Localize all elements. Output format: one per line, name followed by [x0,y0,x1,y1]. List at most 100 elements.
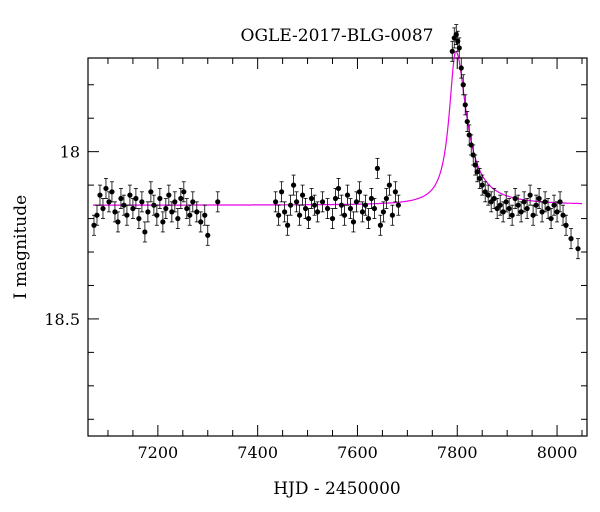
data-point [109,181,115,203]
point-marker [536,195,542,202]
point-marker [485,192,491,198]
point-marker [479,182,485,188]
data-point [548,208,554,230]
point-marker [539,209,545,215]
point-marker [332,195,339,202]
data-point [215,191,221,213]
y-tick-label: 18 [60,143,80,162]
point-marker [296,212,303,218]
point-marker [344,192,351,198]
point-marker [551,202,557,208]
point-marker [548,215,554,222]
data-point [521,191,527,213]
data-point [551,194,557,216]
data-point [127,184,133,206]
data-point [178,188,184,209]
point-marker [215,199,221,205]
data-point [347,198,354,219]
data-point [133,188,139,209]
data-point [359,201,366,223]
data-point [386,174,392,196]
data-point [527,184,533,206]
point-marker [293,199,300,205]
point-marker [380,209,387,215]
point-marker [477,175,483,182]
data-point [100,198,106,219]
point-marker [554,209,560,215]
point-marker [198,219,204,225]
data-point [482,181,488,203]
data-point [472,154,478,176]
data-point [190,191,196,213]
point-marker [462,102,468,108]
data-point [485,184,491,206]
data-point [503,191,509,213]
point-marker [118,195,124,202]
data-point [314,201,321,223]
data-point [524,198,530,219]
data-point [356,181,363,203]
point-marker [509,212,515,218]
data-point [324,198,331,219]
point-marker [163,205,169,212]
data-point [205,224,211,246]
point-marker [151,202,157,208]
point-marker [500,209,506,215]
point-marker [166,192,172,198]
point-marker [341,212,348,218]
data-point [479,174,485,196]
point-marker [169,209,175,215]
point-marker [482,189,488,195]
data-point [395,194,401,216]
point-marker [338,202,345,208]
point-marker [377,222,384,228]
point-marker [347,205,354,212]
point-marker [472,162,478,168]
data-point [335,178,342,199]
point-marker [184,205,190,212]
data-point [464,111,470,132]
point-marker [314,209,321,215]
data-point [293,191,300,213]
data-point [392,181,398,203]
point-marker [575,246,581,252]
axis-ticks [88,58,587,436]
point-marker [374,165,381,171]
point-marker [491,195,497,202]
point-marker [130,205,136,212]
point-marker [365,215,372,222]
point-marker [515,202,521,208]
data-point [302,198,309,219]
data-points [91,24,581,260]
point-marker [175,215,181,222]
point-marker [181,189,187,195]
data-point [575,238,581,260]
data-point [383,188,390,209]
point-marker [329,215,336,222]
data-point [181,181,187,203]
data-point [341,204,348,226]
point-marker [202,212,208,218]
data-point [311,194,318,216]
data-point [563,214,569,236]
point-marker [112,209,118,215]
data-point [299,184,306,206]
data-point [142,221,148,243]
point-marker [157,195,163,202]
data-point [273,191,279,213]
point-marker [190,199,196,205]
y-axis-title: I magnitude [11,195,31,299]
plot-area [87,57,588,437]
data-point [121,194,127,216]
data-point [332,188,339,209]
point-marker [103,185,109,192]
x-axis-title: HJD - 2450000 [273,479,401,499]
plot-frame [87,57,588,437]
point-marker [142,229,148,235]
data-point [194,201,200,223]
point-marker [386,182,392,188]
point-marker [518,209,524,215]
point-marker [106,199,112,205]
data-point [187,204,193,226]
point-marker [282,209,288,215]
